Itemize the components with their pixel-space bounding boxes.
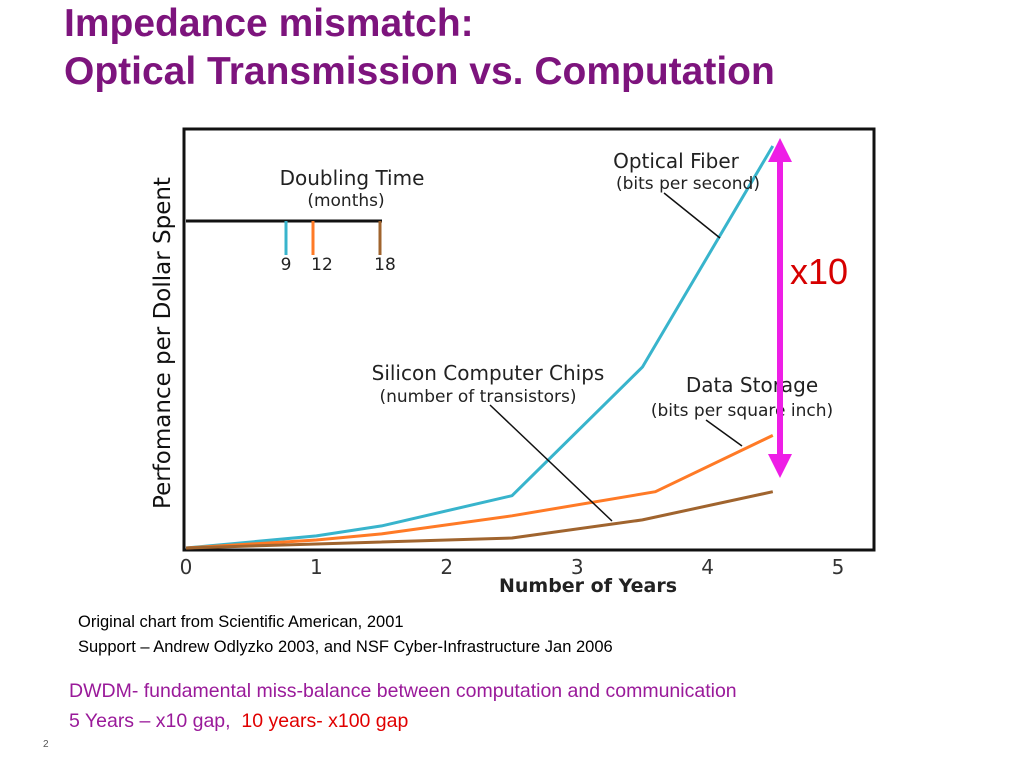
x-tick-5: 5 — [832, 555, 845, 579]
credits-line-1: Original chart from Scientific American,… — [78, 613, 404, 631]
silicon-chips-sublabel: (number of transistors) — [379, 387, 576, 407]
x-tick-3: 3 — [571, 555, 584, 579]
doubling-time-subtitle: (months) — [307, 191, 384, 211]
title-line-1: Impedance mismatch: — [64, 2, 474, 45]
doubling-label-18: 18 — [374, 255, 396, 275]
series-line-optical-fiber — [185, 145, 775, 550]
x-tick-labels: 0 1 2 3 4 5 — [180, 555, 845, 579]
slide-number: 2 — [43, 739, 49, 750]
doubling-time-legend: Doubling Time (months) 9 12 18 — [186, 166, 424, 275]
y-axis-label: Perfomance per Dollar Spent — [150, 177, 176, 509]
optical-fiber-pointer — [663, 192, 721, 239]
data-storage-label: Data Storage — [686, 373, 818, 397]
conclusion: DWDM- fundamental miss-balance between c… — [69, 676, 737, 736]
title-line-2: Optical Transmission vs. Computation — [64, 50, 775, 93]
x-tick-1: 1 — [310, 555, 323, 579]
series-line-silicon-computer-chips — [185, 490, 774, 550]
optical-fiber-label: Optical Fiber — [613, 149, 740, 173]
gap-label: x10 — [790, 251, 848, 292]
silicon-chips-label: Silicon Computer Chips — [372, 361, 605, 385]
doubling-time-title: Doubling Time — [280, 166, 425, 190]
data-storage-pointer — [705, 419, 743, 447]
series-lines — [185, 145, 775, 550]
conclusion-line-2: 5 Years – x10 gap, 10 years- x100 gap — [69, 706, 737, 736]
optical-fiber-sublabel: (bits per second) — [616, 174, 760, 194]
series-line-data-storage — [185, 434, 774, 550]
doubling-label-9: 9 — [281, 255, 292, 275]
credits-line-2: Support – Andrew Odlyzko 2003, and NSF C… — [78, 638, 613, 656]
plot-frame — [182, 127, 876, 552]
x-axis-label: Number of Years — [499, 575, 677, 597]
x-tick-4: 4 — [701, 555, 714, 579]
silicon-chips-pointer — [489, 404, 613, 522]
x-tick-0: 0 — [180, 555, 193, 579]
conclusion-line-1: DWDM- fundamental miss-balance between c… — [69, 680, 737, 702]
doubling-label-12: 12 — [311, 255, 333, 275]
chart-credits: Original chart from Scientific American,… — [78, 610, 613, 660]
slide-title: Impedance mismatch: Optical Transmission… — [64, 0, 775, 96]
data-storage-sublabel: (bits per square inch) — [651, 401, 833, 421]
conclusion-5-years: 5 Years – x10 gap, — [69, 710, 231, 732]
x-tick-2: 2 — [440, 555, 453, 579]
conclusion-10-years: 10 years- x100 gap — [241, 710, 409, 732]
series-annotations: Optical Fiber (bits per second) Silicon … — [372, 149, 833, 522]
